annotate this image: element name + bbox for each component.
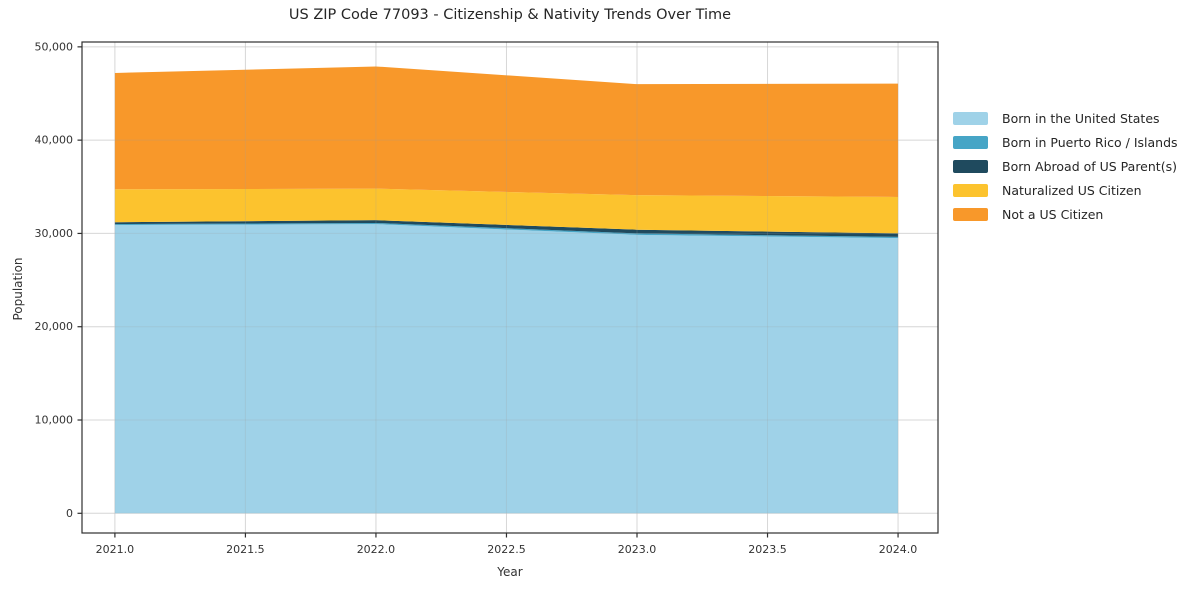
tick-label: 2022.0	[357, 543, 396, 556]
chart-title: US ZIP Code 77093 - Citizenship & Nativi…	[288, 7, 732, 23]
legend-item: Born in Puerto Rico / Islands	[953, 130, 1178, 154]
tick-label: 20,000	[35, 320, 74, 333]
area-series-0	[114, 224, 899, 514]
axes-box	[81, 41, 939, 534]
tick-label: 2023.5	[748, 543, 787, 556]
tick-label: 2021.5	[226, 543, 265, 556]
tick-label: 30,000	[35, 227, 74, 240]
area-series-4	[114, 66, 899, 197]
tick-label: 2021.0	[96, 543, 135, 556]
x-axis-label: Year	[497, 565, 523, 579]
tick-label: 40,000	[35, 134, 74, 147]
legend-item: Not a US Citizen	[953, 202, 1178, 226]
area-series-2	[114, 220, 899, 237]
tick-label: 2022.5	[487, 543, 526, 556]
legend-item: Born in the United States	[953, 106, 1178, 130]
tick-label: 50,000	[35, 40, 74, 53]
tick-label: 2023.0	[618, 543, 657, 556]
legend-label: Born in Puerto Rico / Islands	[1002, 134, 1178, 150]
area-series-3	[114, 188, 899, 234]
legend-swatch	[953, 135, 988, 149]
axis-ticks: 2021.0 2021.5 2022.0 2022.5 2023.0 2023.5 2024…	[35, 40, 918, 556]
y-axis-label: Population	[11, 257, 25, 321]
legend-label: Born Abroad of US Parent(s)	[1002, 158, 1177, 174]
area-series-1	[114, 222, 899, 239]
legend-swatch	[953, 111, 988, 125]
legend-label: Naturalized US Citizen	[1002, 182, 1142, 198]
legend: Born in the United States Born in Puerto…	[953, 106, 1178, 226]
stacked-areas	[114, 66, 899, 514]
tick-label: 2024.0	[879, 543, 918, 556]
legend-label: Not a US Citizen	[1002, 206, 1104, 222]
legend-item: Born Abroad of US Parent(s)	[953, 154, 1178, 178]
legend-label: Born in the United States	[1002, 110, 1160, 126]
tick-label: 0	[66, 507, 73, 520]
gridlines-overlay	[82, 42, 938, 533]
tick-label: 10,000	[35, 414, 74, 427]
legend-swatch	[953, 183, 988, 197]
legend-swatch	[953, 159, 988, 173]
legend-swatch	[953, 207, 988, 221]
legend-item: Naturalized US Citizen	[953, 178, 1178, 202]
